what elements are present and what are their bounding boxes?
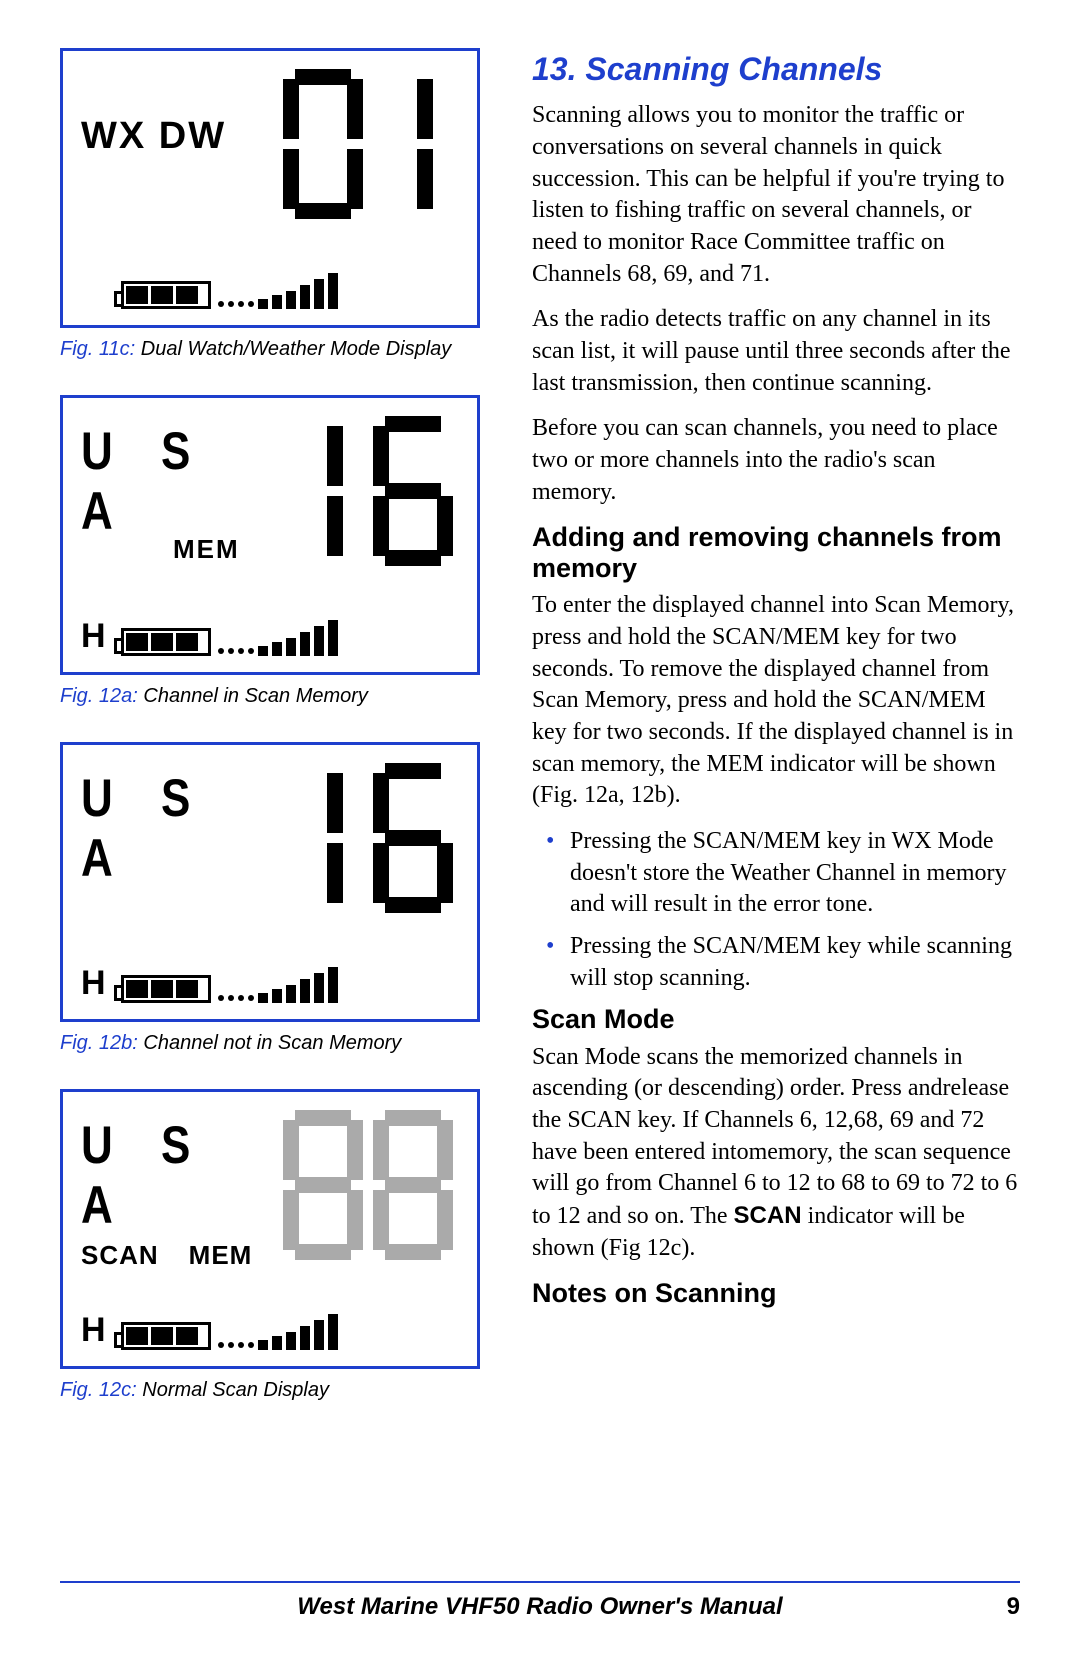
caption-12a: Fig. 12a: Channel in Scan Memory (60, 685, 500, 708)
lcd-fig-12a: U S A MEM H (60, 395, 480, 675)
lcd-fig-12c: U S A SCAN MEM H (60, 1089, 480, 1369)
signal-meter (121, 273, 338, 309)
scan-indicator: SCAN (81, 1240, 159, 1271)
subheading: Scan Mode (532, 1004, 1020, 1035)
lcd-fig-12b: U S A H (60, 742, 480, 1022)
channel-digits (283, 69, 453, 219)
channel-digits (283, 1110, 453, 1260)
mem-indicator: MEM (189, 1240, 253, 1271)
usa-indicator: U S A (81, 422, 283, 542)
caption-12c: Fig. 12c: Normal Scan Display (60, 1379, 500, 1402)
section-title: 13. Scanning Channels (532, 48, 1020, 90)
usa-indicator: U S A (81, 769, 283, 889)
subheading: Adding and removing channels from memory (532, 522, 1020, 584)
footer-title: West Marine VHF50 Radio Owner's Manual (297, 1593, 782, 1621)
paragraph: Scanning allows you to monitor the traff… (532, 100, 1020, 290)
text-column: 13. Scanning Channels Scanning allows yo… (532, 48, 1020, 1568)
power-H: H (81, 964, 111, 1003)
power-H: H (81, 1311, 111, 1350)
paragraph: Scan Mode scans the memorized channels i… (532, 1042, 1020, 1265)
page-footer: West Marine VHF50 Radio Owner's Manual 9 (60, 1593, 1020, 1621)
channel-digits (283, 416, 453, 566)
subheading: Notes on Scanning (532, 1278, 1020, 1309)
figures-column: WX DW Fig. 11c: Dual Watch/Weather Mode … (60, 48, 500, 1568)
caption-11c: Fig. 11c: Dual Watch/Weather Mode Displa… (60, 338, 500, 361)
power-H: H (81, 617, 111, 656)
paragraph: To enter the displayed channel into Scan… (532, 590, 1020, 812)
paragraph: Before you can scan channels, you need t… (532, 413, 1020, 508)
channel-digits (283, 763, 453, 913)
wx-dw-indicator: WX DW (81, 115, 226, 158)
signal-meter (121, 1314, 338, 1350)
list-item: Pressing the SCAN/MEM key while scanning… (532, 931, 1020, 994)
lcd-fig-11c: WX DW (60, 48, 480, 328)
bullet-list: Pressing the SCAN/MEM key in WX Mode doe… (532, 826, 1020, 994)
footer-rule (60, 1581, 1020, 1583)
usa-indicator: U S A (81, 1116, 283, 1236)
signal-meter (121, 967, 338, 1003)
footer-page-number: 9 (1007, 1593, 1020, 1621)
list-item: Pressing the SCAN/MEM key in WX Mode doe… (532, 826, 1020, 921)
caption-12b: Fig. 12b: Channel not in Scan Memory (60, 1032, 500, 1055)
paragraph: As the radio detects traffic on any chan… (532, 304, 1020, 399)
signal-meter (121, 620, 338, 656)
